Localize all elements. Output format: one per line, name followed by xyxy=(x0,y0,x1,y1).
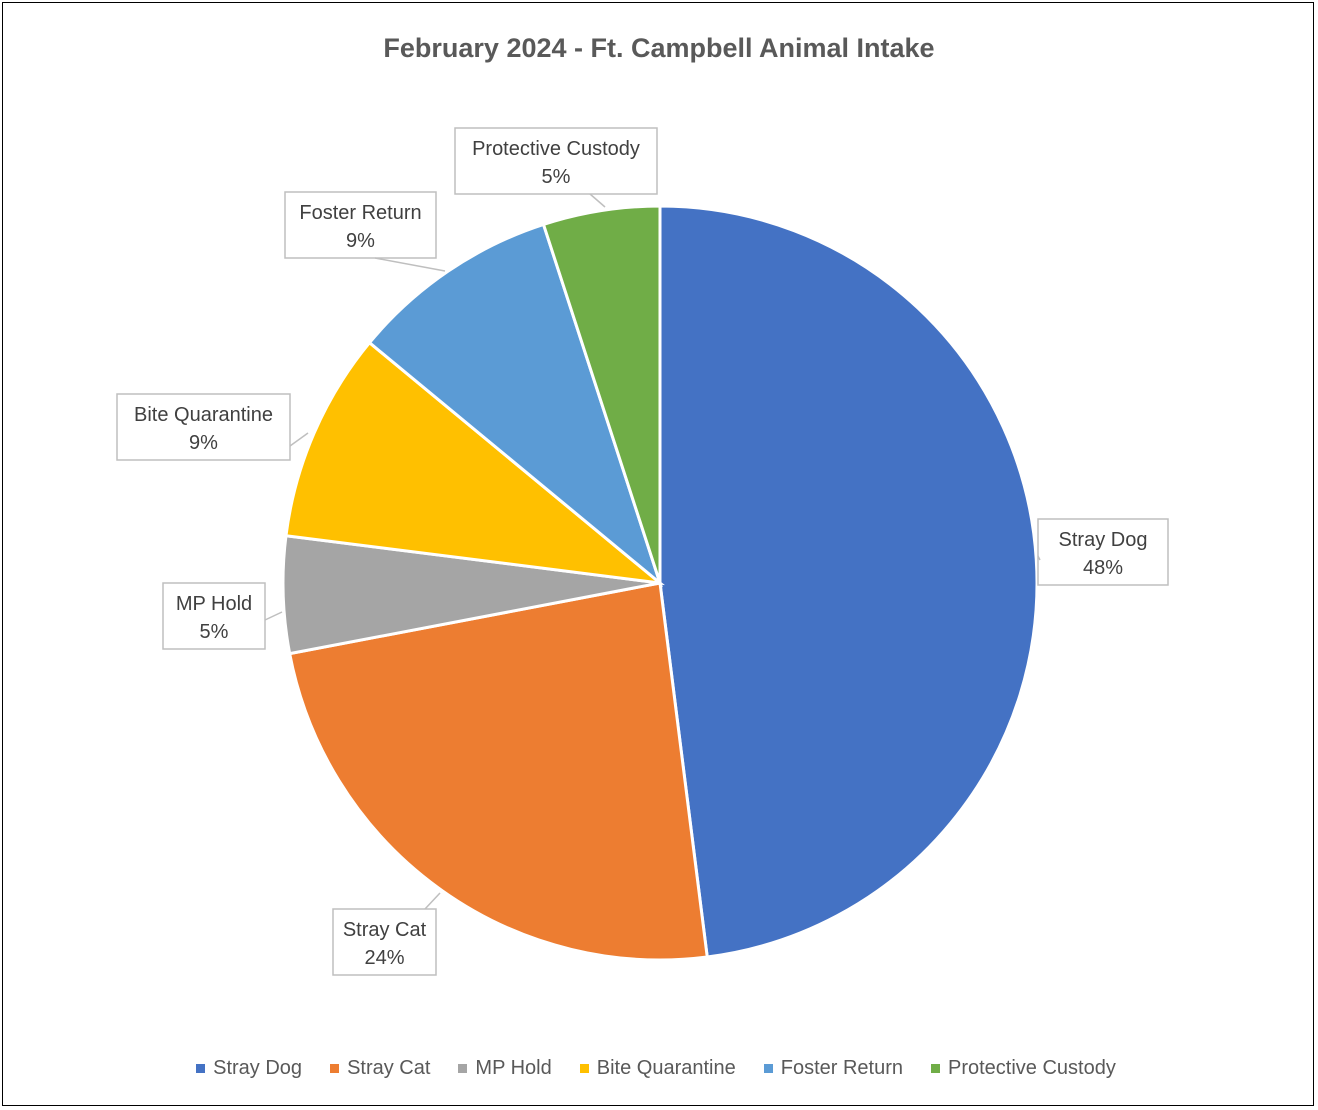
data-label-category: Protective Custody xyxy=(472,138,640,160)
data-label-percent: 48% xyxy=(1083,557,1123,579)
chart-title: February 2024 - Ft. Campbell Animal Inta… xyxy=(383,33,935,63)
data-label-percent: 9% xyxy=(189,432,218,454)
legend-label: Stray Cat xyxy=(347,1057,431,1079)
legend-swatch xyxy=(196,1064,206,1073)
chart-legend: Stray Dog Stray Cat MP Hold Bite Quarantine… xyxy=(0,1057,1312,1080)
legend-swatch xyxy=(579,1064,589,1073)
data-label-foster-return: Foster Return 9% xyxy=(284,191,446,272)
pie-slice-foster-return xyxy=(367,222,664,588)
data-label-category: Stray Dog xyxy=(1059,529,1148,551)
data-label-stray-cat: Stray Cat 24% xyxy=(332,892,441,976)
data-label-category: Stray Cat xyxy=(343,919,427,941)
pie-slices xyxy=(281,204,1039,962)
legend-item-mp-hold: MP Hold xyxy=(458,1057,552,1080)
legend-label: Stray Dog xyxy=(213,1057,303,1079)
data-label-protective-custody: Protective Custody 5% xyxy=(454,127,658,208)
pie-slice-bite-quarantine xyxy=(284,340,665,586)
legend-swatch xyxy=(458,1064,468,1073)
data-label-stray-dog: Stray Dog 48% xyxy=(1037,518,1169,586)
legend-label: Foster Return xyxy=(780,1057,903,1079)
legend-label: Bite Quarantine xyxy=(596,1057,736,1079)
legend-item-stray-dog: Stray Dog xyxy=(196,1057,302,1080)
data-label-category: Foster Return xyxy=(299,202,421,224)
legend-item-protective-custody: Protective Custody xyxy=(931,1057,1116,1080)
legend-swatch xyxy=(330,1064,340,1073)
data-label-mp-hold: MP Hold 5% xyxy=(162,582,283,650)
data-label-percent: 24% xyxy=(364,947,404,969)
legend-item-bite-quarantine: Bite Quarantine xyxy=(579,1057,736,1080)
data-label-percent: 5% xyxy=(200,621,229,643)
pie-slice-protective-custody xyxy=(541,204,662,584)
legend-item-stray-cat: Stray Cat xyxy=(330,1057,430,1080)
data-label-category: Bite Quarantine xyxy=(134,404,273,426)
data-label-callouts: Stray Dog 48% Stray Cat 24% MP Hold 5% Bite Qu… xyxy=(116,127,1169,976)
data-label-bite-quarantine: Bite Quarantine 9% xyxy=(116,393,309,461)
legend-swatch xyxy=(931,1064,940,1073)
pie-slice-stray-cat xyxy=(287,581,709,962)
data-label-category: MP Hold xyxy=(176,593,252,615)
legend-swatch xyxy=(763,1064,773,1073)
legend-item-foster-return: Foster Return xyxy=(763,1057,903,1080)
legend-label: MP Hold xyxy=(475,1057,552,1079)
data-label-percent: 9% xyxy=(346,230,375,252)
data-label-percent: 5% xyxy=(542,166,571,188)
legend-label: Protective Custody xyxy=(948,1057,1116,1079)
pie-slice-stray-dog xyxy=(658,204,1039,959)
